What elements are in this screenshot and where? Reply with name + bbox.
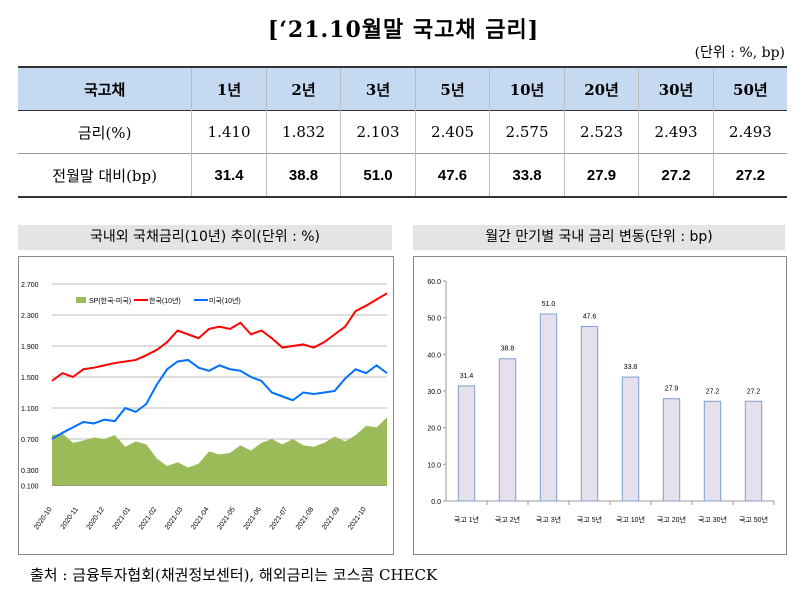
x-tick-label: 2021-03 xyxy=(164,506,185,531)
source-note: 출처 : 금융투자협회(채권정보센터), 해외금리는 코스콤 CHECK xyxy=(30,566,438,584)
column-header: 20년 xyxy=(563,67,639,111)
y-tick-label: 1.100 xyxy=(21,406,39,413)
table-cell: 33.8 xyxy=(489,153,565,197)
column-header: 국고채 xyxy=(83,80,126,99)
x-tick-label: 국고 5년 xyxy=(577,515,602,524)
table-cell: 27.9 xyxy=(563,153,639,197)
page-title: [‘21.10월말 국고채 금리] xyxy=(267,17,540,43)
table-row: 전월말 대비(bp) 31.4 38.8 51.0 47.6 33.8 27.9 27.2 27… xyxy=(18,153,787,197)
legend-label: 미국(10년) xyxy=(209,296,241,305)
x-tick-label: 2021-06 xyxy=(243,506,264,531)
data-label: 27.2 xyxy=(747,388,761,395)
x-tick-label: 국고 20년 xyxy=(657,515,686,524)
y-tick-label: 20.0 xyxy=(427,426,441,433)
x-tick-label: 2020-11 xyxy=(60,506,80,531)
table-cell: 1.832 xyxy=(265,110,341,154)
table-cell: 2.493 xyxy=(638,110,714,154)
table-cell: 2.575 xyxy=(489,110,565,154)
bar xyxy=(457,385,476,502)
bar-chart-title: 월간 만기별 국내 금리 변동(단위 : bp) xyxy=(413,225,785,250)
y-tick-label: 1.900 xyxy=(21,344,39,351)
table-cell: 2.493 xyxy=(712,110,787,154)
table-cell: 27.2 xyxy=(712,153,787,197)
table-header-row: 국고채 1년 2년 3년 5년 10년 20년 30년 50년 xyxy=(18,67,787,111)
legend-label: SP(한국-미국) xyxy=(89,296,131,305)
x-tick-label: 2021-01 xyxy=(112,506,133,531)
y-tick-label: 2.700 xyxy=(21,282,39,289)
sp-area-series xyxy=(52,417,387,486)
bar xyxy=(662,398,681,502)
table-cell: 47.6 xyxy=(414,153,490,197)
x-tick-label: 2021-07 xyxy=(269,506,290,531)
table-cell: 2.523 xyxy=(563,110,639,154)
x-tick-label: 2021-05 xyxy=(216,506,237,531)
y-tick-label: 0.100 xyxy=(21,484,39,491)
y-tick-label: 50.0 xyxy=(427,316,441,323)
legend-label: 한국(10년) xyxy=(149,296,181,305)
line-series-2 xyxy=(51,358,388,440)
table-cell: 31.4 xyxy=(191,153,267,197)
y-tick-label: 2.300 xyxy=(21,313,39,320)
table-row: 금리(%) 1.410 1.832 2.103 2.405 2.575 2.523 2.493… xyxy=(18,110,787,154)
x-tick-label: 2020-12 xyxy=(86,506,107,531)
x-tick-label: 2021-10 xyxy=(347,506,368,531)
x-tick-label: 2021-04 xyxy=(190,506,211,531)
y-tick-label: 1.500 xyxy=(21,375,39,382)
bar xyxy=(703,400,722,502)
bar xyxy=(498,358,517,502)
unit-note: (단위 : %, bp) xyxy=(694,45,785,61)
x-tick-label: 국고 30년 xyxy=(698,515,727,524)
column-header: 30년 xyxy=(638,67,714,111)
bar xyxy=(539,313,558,502)
column-header: 3년 xyxy=(340,67,416,111)
y-tick-label: 0.0 xyxy=(431,499,441,506)
table-cell: 1.410 xyxy=(191,110,267,154)
legend-swatch xyxy=(76,297,86,303)
column-header: 5년 xyxy=(414,67,490,111)
bar-chart-panel: 0.0 10.0 20.0 30.0 40.0 50.0 60.0 31.4 국고 1년 38.8… xyxy=(413,256,787,555)
data-label: 51.0 xyxy=(542,301,556,308)
column-header: 50년 xyxy=(712,67,787,111)
x-tick-label: 2021-09 xyxy=(321,506,342,531)
x-tick-label: 국고 2년 xyxy=(495,515,520,524)
data-label: 27.9 xyxy=(665,386,679,393)
y-tick-label: 30.0 xyxy=(427,389,441,396)
table-cell: 51.0 xyxy=(340,153,416,197)
bar xyxy=(580,325,599,502)
line-chart: 0.100 0.300 0.700 1.100 1.500 1.900 2.300 2.700… xyxy=(21,282,388,531)
data-label: 27.2 xyxy=(706,388,720,395)
bar-chart: 0.0 10.0 20.0 30.0 40.0 50.0 60.0 31.4 국고 1년 38.8… xyxy=(427,279,775,524)
column-header: 2년 xyxy=(265,67,341,111)
x-tick-label: 2020-10 xyxy=(33,506,54,531)
x-tick-label: 국고 1년 xyxy=(454,515,479,524)
data-label: 31.4 xyxy=(460,373,474,380)
y-tick-label: 60.0 xyxy=(427,279,441,286)
bar xyxy=(621,376,640,502)
y-tick-label: 0.700 xyxy=(21,437,39,444)
row-label: 금리(%) xyxy=(77,123,132,142)
table-cell: 38.8 xyxy=(265,153,341,197)
bond-rate-table: 국고채 1년 2년 3년 5년 10년 20년 30년 50년 금리(%) 1.410 1.832 2… xyxy=(18,66,787,198)
line-series-1 xyxy=(51,292,388,382)
table-cell: 2.103 xyxy=(340,110,416,154)
column-header: 1년 xyxy=(191,67,267,111)
x-tick-label: 국고 10년 xyxy=(616,515,645,524)
bar xyxy=(744,400,763,502)
y-tick-label: 10.0 xyxy=(427,462,441,469)
data-label: 38.8 xyxy=(501,346,515,353)
row-label: 전월말 대비(bp) xyxy=(52,166,157,185)
line-chart-panel: 0.100 0.300 0.700 1.100 1.500 1.900 2.300 2.700… xyxy=(18,256,394,555)
x-tick-label: 국고 3년 xyxy=(536,515,561,524)
data-label: 33.8 xyxy=(624,364,638,371)
column-header: 10년 xyxy=(489,67,565,111)
x-tick-label: 2021-02 xyxy=(138,506,159,531)
data-label: 47.6 xyxy=(583,313,597,320)
table-cell: 27.2 xyxy=(638,153,714,197)
y-tick-label: 40.0 xyxy=(427,352,441,359)
x-tick-label: 2021-08 xyxy=(295,506,316,531)
table-cell: 2.405 xyxy=(414,110,490,154)
y-tick-label: 0.300 xyxy=(21,468,39,475)
x-tick-label: 국고 50년 xyxy=(739,515,768,524)
line-chart-title: 국내외 국채금리(10년) 추이(단위 : %) xyxy=(18,225,392,250)
